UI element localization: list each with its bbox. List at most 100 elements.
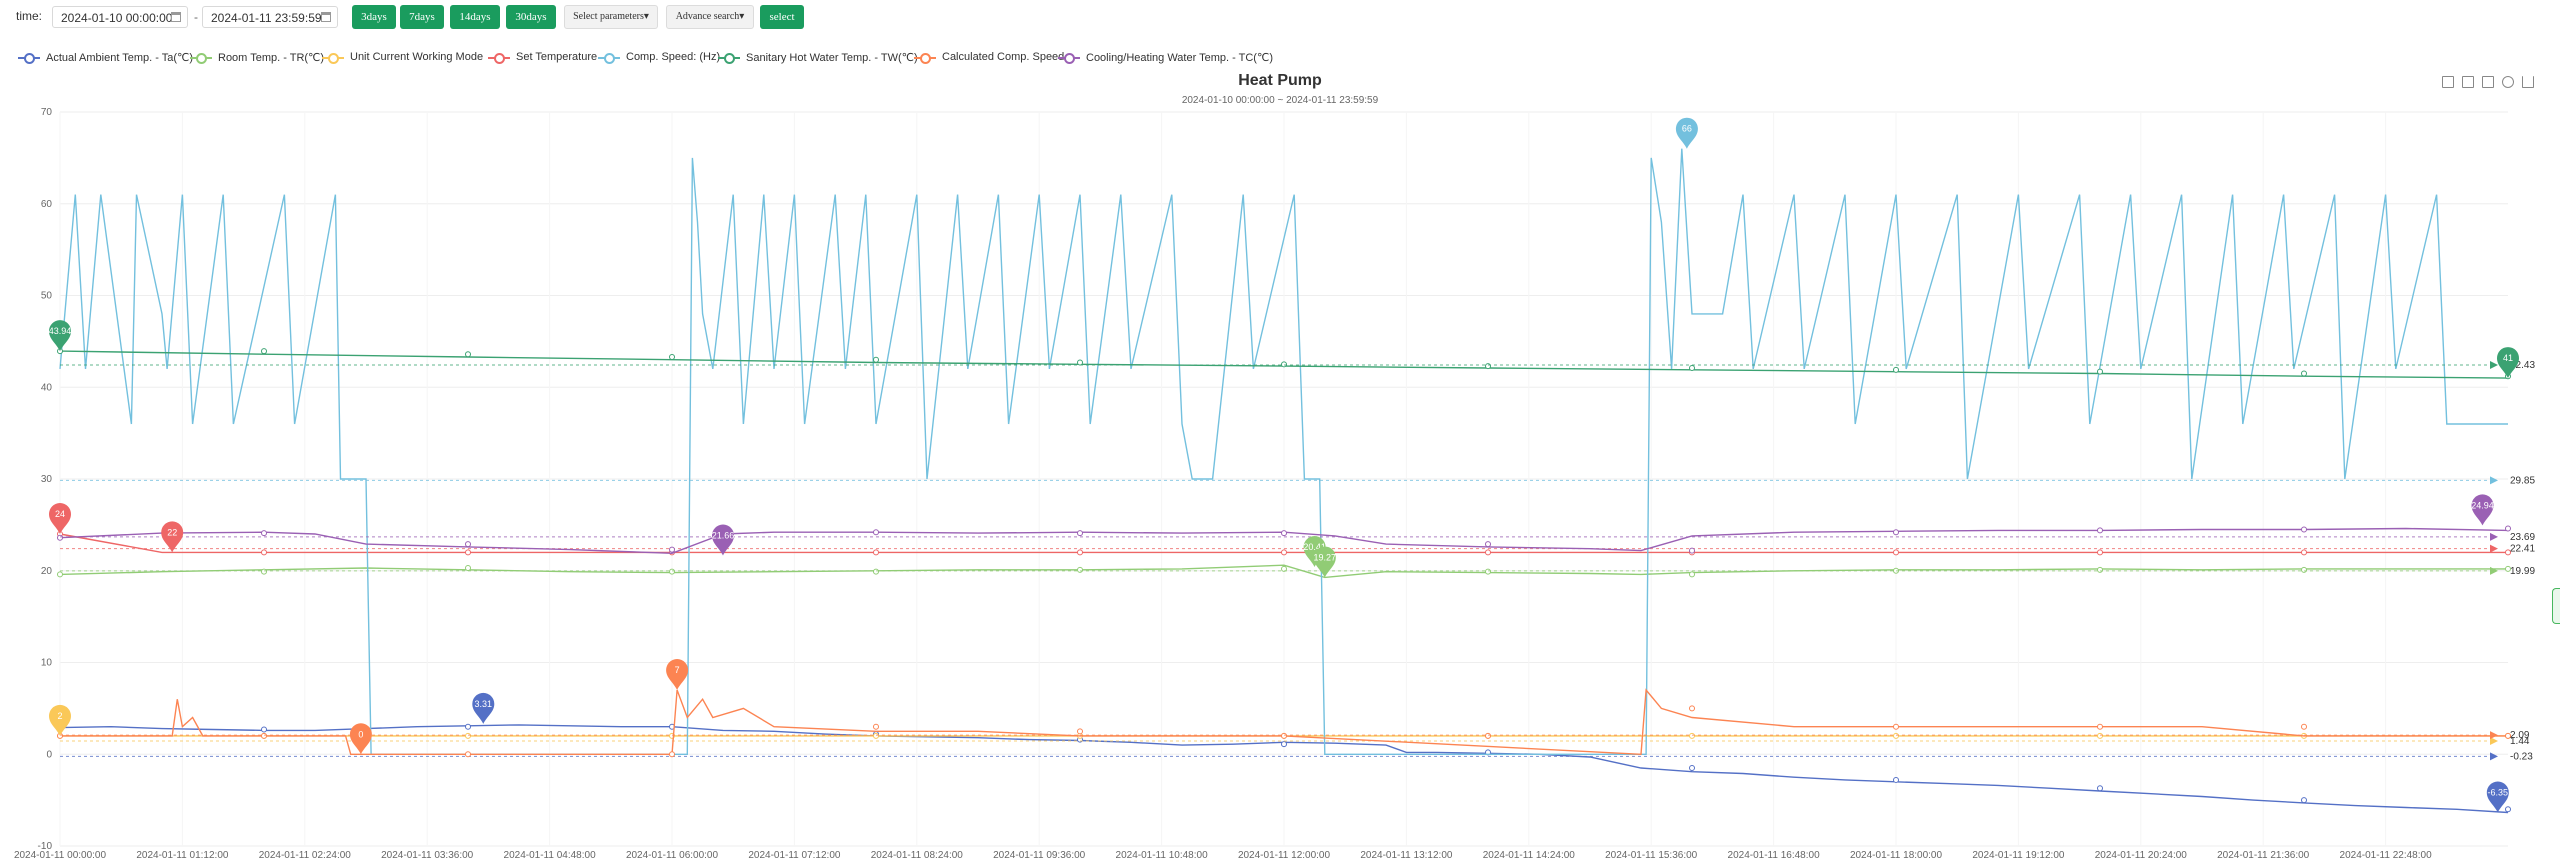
- marker-pin-icon: [2471, 494, 2494, 526]
- data-point: [465, 732, 471, 739]
- data-point: [1689, 705, 1695, 712]
- data-point: [669, 751, 675, 758]
- restore-icon[interactable]: [2502, 76, 2514, 88]
- marker-pin-label: 0: [358, 729, 363, 739]
- advance-search-dropdown[interactable]: Advance search▾: [666, 5, 754, 29]
- data-point: [873, 732, 879, 739]
- 7days-button[interactable]: 7days: [400, 5, 444, 29]
- data-point: [1689, 571, 1695, 578]
- calendar-icon[interactable]: [171, 12, 181, 22]
- data-point: [2301, 723, 2307, 730]
- y-tick-label: 60: [41, 199, 53, 210]
- avg-arrow-icon: [2490, 731, 2498, 740]
- marker-pin-label: 43.94: [49, 326, 72, 336]
- data-point: [1689, 765, 1695, 772]
- avg-arrow-icon: [2490, 737, 2498, 746]
- legend-label: Set Temperature: [516, 51, 598, 63]
- legend-dot-icon: [920, 53, 931, 64]
- y-tick-label: 0: [46, 749, 52, 760]
- marker-pin: 43.94: [49, 320, 72, 352]
- download-icon[interactable]: [2522, 76, 2534, 88]
- select-button[interactable]: select: [760, 5, 804, 29]
- start-date-input[interactable]: 2024-01-10 00:00:00: [52, 6, 188, 28]
- legend-dot-icon: [724, 53, 735, 64]
- avg-value-label: 2.09: [2510, 730, 2530, 741]
- end-date-value: 2024-01-11 23:59:59: [211, 11, 322, 25]
- zoom-reset-icon[interactable]: [2462, 76, 2474, 88]
- zoom-icon[interactable]: [2442, 76, 2454, 88]
- data-point: [1281, 732, 1287, 739]
- data-point: [873, 549, 879, 556]
- data-point: [465, 723, 471, 730]
- y-tick-label: 70: [41, 107, 53, 118]
- data-point: [1281, 361, 1287, 368]
- marker-pin: 0: [349, 723, 372, 755]
- data-point: [1689, 547, 1695, 554]
- y-tick-label: 10: [41, 658, 53, 669]
- avg-arrow-icon: [2490, 476, 2498, 485]
- legend-label: Actual Ambient Temp. - Ta(℃): [46, 52, 194, 64]
- marker-pin-label: 19.27: [1314, 552, 1337, 562]
- legend-label: Room Temp. - TR(℃): [218, 52, 325, 64]
- data-point: [873, 356, 879, 363]
- avg-value-label: 29.85: [2510, 475, 2535, 486]
- legend-dot-icon: [328, 53, 339, 64]
- marker-pin: 24: [49, 503, 71, 535]
- marker-pin: 21.66: [712, 524, 734, 556]
- chart-subtitle: 2024-01-10 00:00:00 ~ 2024-01-11 23:59:5…: [1181, 95, 1379, 106]
- data-point: [2301, 797, 2307, 804]
- data-point: [261, 726, 267, 733]
- chart-legend: Actual Ambient Temp. - Ta(℃) Room Temp. -…: [0, 50, 2560, 66]
- chevron-down-icon: ▾: [643, 11, 649, 22]
- 30days-button[interactable]: 30days: [506, 5, 556, 29]
- data-point: [2097, 549, 2103, 556]
- x-tick-label: 2024-01-11 18:00:00: [1850, 850, 1943, 861]
- marker-pin-icon: [49, 704, 71, 736]
- select-parameters-dropdown[interactable]: Select parameters▾: [564, 5, 658, 29]
- data-view-icon[interactable]: [2482, 76, 2494, 88]
- x-tick-label: 2024-01-11 04:48:00: [504, 850, 597, 861]
- side-panel-tab[interactable]: [2552, 588, 2560, 624]
- x-tick-label: 2024-01-11 06:00:00: [626, 850, 719, 861]
- marker-pin-icon: [49, 503, 71, 535]
- data-point: [2301, 526, 2307, 533]
- marker-pin-label: 24.94: [2471, 500, 2494, 510]
- legend-label: Cooling/Heating Water Temp. - TC(℃): [1086, 52, 1273, 64]
- data-point: [2097, 723, 2103, 730]
- x-tick-label: 2024-01-11 21:36:00: [2217, 850, 2310, 861]
- data-point: [465, 751, 471, 758]
- x-tick-label: 2024-01-11 19:12:00: [1972, 850, 2065, 861]
- data-point: [1077, 530, 1083, 537]
- data-point: [2301, 549, 2307, 556]
- data-point: [669, 353, 675, 360]
- data-point: [2097, 527, 2103, 534]
- data-point: [1485, 732, 1491, 739]
- data-point: [1077, 359, 1083, 366]
- x-tick-label: 2024-01-11 16:48:00: [1728, 850, 1821, 861]
- 3days-button[interactable]: 3days: [352, 5, 396, 29]
- marker-pin-icon: [472, 692, 495, 724]
- marker-pin-label: 41: [2503, 353, 2513, 363]
- marker-pin: -6.35: [2486, 781, 2509, 813]
- data-point: [669, 546, 675, 553]
- data-point: [465, 351, 471, 358]
- end-date-input[interactable]: 2024-01-11 23:59:59: [202, 6, 338, 28]
- calendar-icon[interactable]: [321, 12, 331, 22]
- legend-label: Calculated Comp. Speed: [942, 51, 1065, 63]
- 14days-button[interactable]: 14days: [450, 5, 500, 29]
- data-point: [1485, 363, 1491, 370]
- y-tick-label: 40: [41, 382, 53, 393]
- data-point: [1485, 549, 1491, 556]
- data-point: [1893, 723, 1899, 730]
- data-point: [1893, 549, 1899, 556]
- avg-arrow-icon: [2490, 544, 2498, 553]
- select-parameters-label: Select parameters: [573, 11, 644, 22]
- marker-pin-icon: [1675, 117, 1698, 149]
- marker-pin-icon: [1313, 546, 1336, 578]
- marker-pin: 22: [161, 521, 184, 553]
- marker-pin: 3.31: [472, 692, 495, 724]
- data-point: [1281, 741, 1287, 748]
- data-point: [1077, 728, 1083, 735]
- chart-toolbox: [2442, 76, 2552, 92]
